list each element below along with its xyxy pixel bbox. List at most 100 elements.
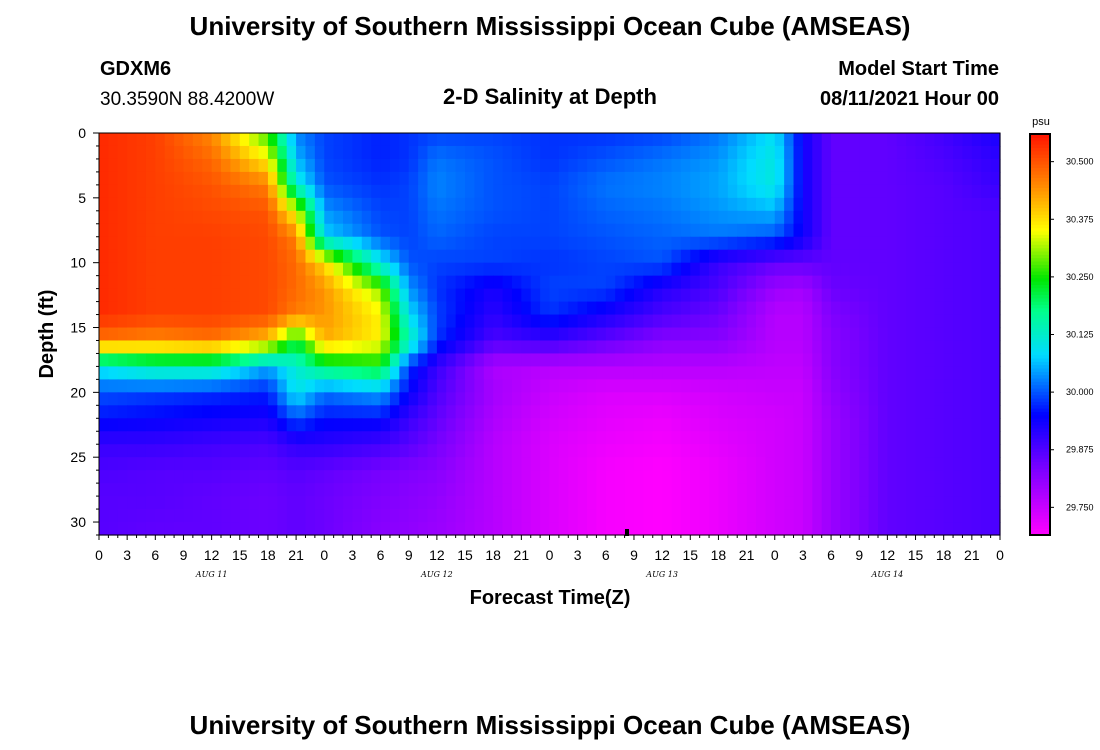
heatmap-cell xyxy=(474,470,485,484)
heatmap-cell xyxy=(896,210,907,225)
heatmap-cell xyxy=(849,262,860,277)
heatmap-cell xyxy=(943,145,954,160)
heatmap-cell xyxy=(802,353,813,368)
heatmap-cell xyxy=(117,509,128,523)
heatmap-cell xyxy=(465,379,476,393)
heatmap-cell xyxy=(615,509,626,523)
heatmap-cell xyxy=(418,275,429,290)
heatmap-cell xyxy=(502,366,513,380)
heatmap-cell xyxy=(821,379,832,393)
heatmap-cell xyxy=(502,431,513,445)
heatmap-cell xyxy=(493,301,504,316)
heatmap-cell xyxy=(174,444,185,458)
heatmap-cell xyxy=(352,184,363,199)
heatmap-cell xyxy=(493,171,504,186)
heatmap-cell xyxy=(455,405,466,419)
heatmap-cell xyxy=(389,301,400,316)
heatmap-cell xyxy=(192,133,203,147)
heatmap-cell xyxy=(746,457,757,471)
heatmap-cell xyxy=(793,249,804,264)
heatmap-cell xyxy=(605,327,616,342)
heatmap-cell xyxy=(117,197,128,212)
heatmap-cell xyxy=(192,353,203,368)
heatmap-cell xyxy=(755,197,766,212)
heatmap-cell xyxy=(474,483,485,497)
heatmap-cell xyxy=(521,236,532,251)
heatmap-cell xyxy=(549,145,560,160)
heatmap-cell xyxy=(465,470,476,484)
heatmap-cell xyxy=(183,340,194,355)
heatmap-cell xyxy=(633,184,644,199)
heatmap-cell xyxy=(962,418,973,432)
heatmap-cell xyxy=(746,431,757,445)
heatmap-cell xyxy=(183,483,194,497)
heatmap-cell xyxy=(361,392,372,406)
heatmap-cell xyxy=(605,133,616,147)
heatmap-cell xyxy=(333,197,344,212)
heatmap-cell xyxy=(145,210,156,225)
heatmap-cell xyxy=(859,353,870,368)
colorbar-segment xyxy=(1030,401,1050,406)
heatmap-cell xyxy=(831,379,842,393)
heatmap-cell xyxy=(211,353,222,368)
heatmap-cell xyxy=(540,418,551,432)
heatmap-cell xyxy=(652,133,663,147)
heatmap-cell xyxy=(896,392,907,406)
heatmap-cell xyxy=(371,431,382,445)
heatmap-cell xyxy=(164,197,175,212)
heatmap-cell xyxy=(577,171,588,186)
heatmap-cell xyxy=(587,379,598,393)
heatmap-cell xyxy=(117,288,128,303)
heatmap-cell xyxy=(962,236,973,251)
heatmap-cell xyxy=(530,314,541,329)
heatmap-cell xyxy=(127,249,138,264)
heatmap-cell xyxy=(765,444,776,458)
heatmap-cell xyxy=(221,275,231,290)
heatmap-cell xyxy=(690,236,701,251)
heatmap-cell xyxy=(183,496,194,510)
heatmap-cell xyxy=(662,145,673,160)
heatmap-cell xyxy=(249,405,260,419)
heatmap-cell xyxy=(389,496,400,510)
heatmap-cell xyxy=(821,288,832,303)
x-tick-label: 6 xyxy=(827,547,835,563)
heatmap-cell xyxy=(699,392,710,406)
heatmap-cell xyxy=(690,444,701,458)
heatmap-cell xyxy=(624,353,635,368)
heatmap-cell xyxy=(746,184,757,199)
heatmap-cell xyxy=(127,431,138,445)
heatmap-cell xyxy=(427,249,438,264)
heatmap-cell xyxy=(427,327,438,342)
heatmap-cell xyxy=(568,210,579,225)
heatmap-cell xyxy=(746,470,757,484)
heatmap-cell xyxy=(953,483,964,497)
heatmap-cell xyxy=(906,236,917,251)
heatmap-cell xyxy=(774,197,785,212)
heatmap-cell xyxy=(192,236,203,251)
heatmap-cell xyxy=(427,444,438,458)
heatmap-cell xyxy=(924,405,935,419)
heatmap-cell xyxy=(877,509,888,523)
heatmap-cell xyxy=(990,262,1001,277)
heatmap-cell xyxy=(333,133,344,147)
heatmap-cell xyxy=(981,431,992,445)
heatmap-cell xyxy=(981,483,992,497)
heatmap-cell xyxy=(587,171,598,186)
heatmap-cell xyxy=(924,522,935,536)
heatmap-cell xyxy=(990,522,1001,536)
heatmap-cell xyxy=(267,301,278,316)
heatmap-cell xyxy=(765,340,776,355)
heatmap-cell xyxy=(821,522,832,536)
heatmap-cell xyxy=(784,353,795,368)
colorbar-segment xyxy=(1030,384,1050,389)
heatmap-cell xyxy=(540,133,551,147)
heatmap-cell xyxy=(568,340,579,355)
heatmap-cell xyxy=(483,444,494,458)
heatmap-cell xyxy=(906,366,917,380)
heatmap-cell xyxy=(859,145,870,160)
heatmap-cell xyxy=(277,158,288,173)
heatmap-cell xyxy=(465,392,476,406)
heatmap-cell xyxy=(164,509,175,523)
heatmap-cell xyxy=(249,431,260,445)
heatmap-cell xyxy=(615,133,626,147)
